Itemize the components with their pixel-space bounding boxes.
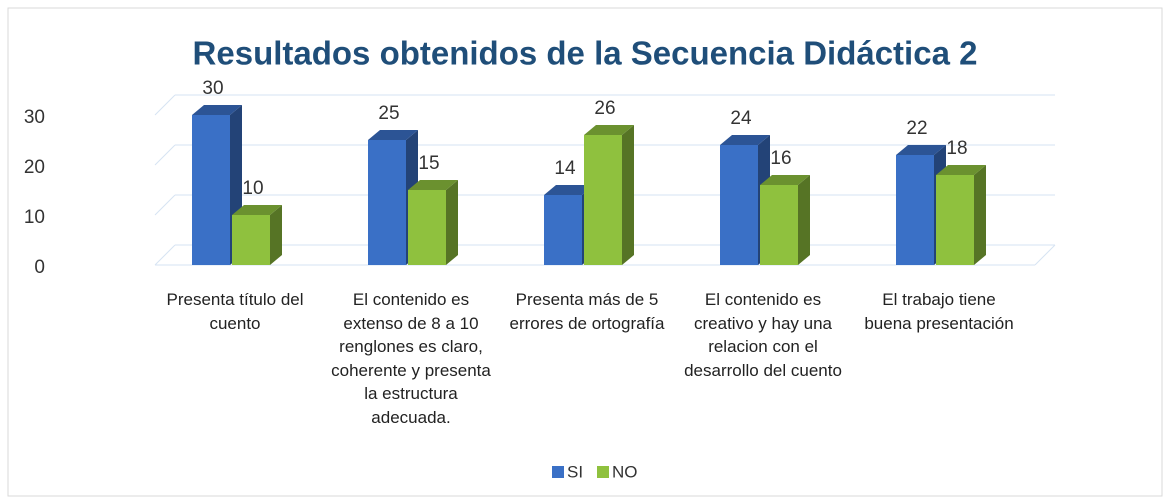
floor-line bbox=[1034, 244, 1056, 266]
bar-face bbox=[896, 145, 946, 155]
value-label: 26 bbox=[594, 98, 615, 119]
bar bbox=[408, 180, 458, 265]
bar-face bbox=[720, 145, 758, 265]
grid-line bbox=[154, 194, 176, 216]
bar-face bbox=[544, 185, 594, 195]
y-tick-label: 30 bbox=[24, 107, 45, 128]
bar-face bbox=[936, 175, 974, 265]
bar-face bbox=[408, 190, 446, 265]
y-tick-label: 20 bbox=[24, 157, 45, 178]
legend-swatch bbox=[597, 466, 609, 478]
value-label: 24 bbox=[730, 108, 752, 129]
chart-title: Resultados obtenidos de la Secuencia Did… bbox=[193, 35, 978, 72]
grid-line bbox=[154, 94, 176, 116]
grid-line bbox=[154, 144, 176, 166]
bar-face bbox=[760, 185, 798, 265]
grid-line bbox=[154, 244, 176, 266]
bar-face bbox=[544, 195, 582, 265]
value-label: 15 bbox=[418, 153, 439, 174]
x-tick-label: El trabajo tiene buena presentación bbox=[864, 290, 1014, 333]
bar-face bbox=[720, 135, 770, 145]
bar-face bbox=[896, 155, 934, 265]
bar-face bbox=[760, 175, 810, 185]
bar bbox=[760, 175, 810, 265]
bar-face bbox=[936, 165, 986, 175]
bar bbox=[584, 125, 634, 265]
bar-face bbox=[192, 115, 230, 265]
value-label: 30 bbox=[202, 78, 223, 99]
x-tick-label: El contenido es extenso de 8 a 10 renglo… bbox=[331, 290, 491, 427]
bar-face bbox=[368, 140, 406, 265]
legend-swatch bbox=[552, 466, 564, 478]
legend-label: NO bbox=[612, 462, 638, 481]
bar-face bbox=[368, 130, 418, 140]
bar-face bbox=[446, 180, 458, 265]
bar-face bbox=[270, 205, 282, 265]
y-tick-label: 10 bbox=[24, 207, 45, 228]
value-label: 25 bbox=[378, 103, 399, 124]
bar-face bbox=[408, 180, 458, 190]
value-label: 22 bbox=[906, 118, 927, 139]
y-tick-label: 0 bbox=[34, 257, 45, 278]
value-label: 16 bbox=[770, 148, 791, 169]
bar bbox=[232, 205, 282, 265]
legend-label: SI bbox=[567, 462, 583, 481]
value-label: 18 bbox=[946, 138, 967, 159]
x-tick-label: Presenta título del cuento bbox=[166, 290, 304, 333]
bar-face bbox=[798, 175, 810, 265]
bar-face bbox=[622, 125, 634, 265]
x-tick-label: El contenido es creativo y hay una relac… bbox=[684, 290, 842, 380]
bar-face bbox=[232, 205, 282, 215]
value-label: 10 bbox=[242, 178, 263, 199]
bar-face bbox=[232, 215, 270, 265]
bar bbox=[936, 165, 986, 265]
bar-face bbox=[192, 105, 242, 115]
bar-face bbox=[974, 165, 986, 265]
value-label: 14 bbox=[554, 158, 576, 179]
bar-face bbox=[584, 135, 622, 265]
x-tick-label: Presenta más de 5 errores de ortografía bbox=[509, 290, 665, 333]
bar-face bbox=[584, 125, 634, 135]
